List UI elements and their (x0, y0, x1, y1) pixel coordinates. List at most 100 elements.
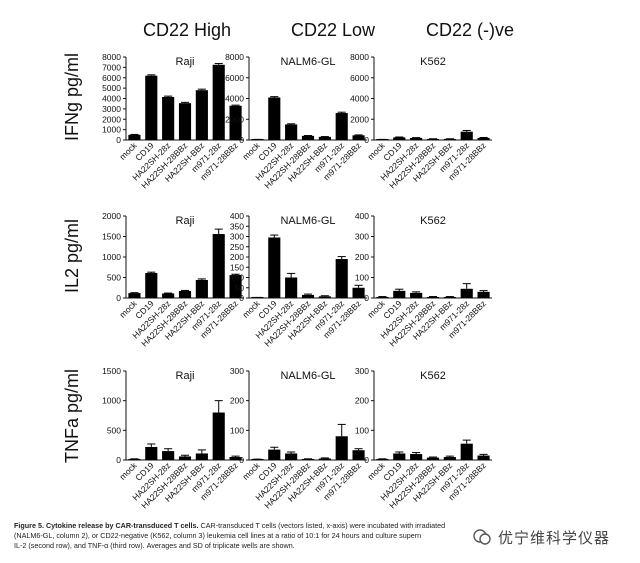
bar-m971-28bbz (352, 450, 365, 460)
cytokine-figure: CD22 High CD22 Low CD22 (-)ve IFNg pg/ml IL… (62, 20, 514, 511)
bar-ha22sh-28z (410, 454, 423, 460)
bar-ha22sh-28z (410, 292, 423, 298)
y-tick-label: 8000 (350, 52, 369, 62)
bar-cd19 (268, 237, 281, 298)
bar-ha22sh-28bbz (178, 456, 192, 460)
bar-cd19 (393, 453, 406, 460)
figure-caption: Figure 5. Cytokine release by CAR-transd… (14, 521, 606, 551)
panel-title: K562 (420, 215, 446, 227)
y-tick-label: 8000 (102, 52, 121, 62)
bar-m971-28bbz (229, 457, 242, 460)
bar-m971-28bbz (477, 291, 490, 298)
bar-ha22sh-bbz (443, 138, 456, 140)
bar-ha22sh-28bbz (301, 459, 315, 460)
bar-m971-28z (335, 259, 348, 298)
y-tick-label: 8000 (225, 52, 244, 62)
panel-title: Raji (176, 370, 195, 382)
column-headers: CD22 High CD22 Low CD22 (-)ve (143, 20, 514, 40)
y-tick-label: 4000 (102, 94, 121, 104)
y-tick-label: 0 (364, 455, 369, 465)
y-tick-label: 200 (230, 396, 244, 406)
y-tick-label: 100 (355, 425, 369, 435)
bar-m971-28bbz (229, 105, 242, 140)
bar-m971-28bbz (477, 455, 490, 460)
y-tick-label: 5000 (102, 83, 121, 93)
row-labels: IFNg pg/ml IL2 pg/ml TNFa pg/ml (62, 53, 82, 463)
caption-line-3: IL-2 (second row), and TNF-α (third row)… (14, 541, 295, 550)
bar-ha22sh-28z (410, 137, 423, 140)
watermark-text: 优宁维科学仪器 (498, 529, 611, 547)
bar-ha22sh-bbz (443, 296, 456, 298)
y-tick-label: 100 (355, 273, 369, 283)
y-tick-label: 0 (364, 135, 369, 145)
bar-ha22sh-28z (285, 453, 298, 460)
bar-ha22sh-bbz (195, 279, 208, 298)
bar-ha22sh-bbz (195, 453, 208, 460)
column-header-3: CD22 (-)ve (426, 20, 514, 40)
panel-title: K562 (420, 56, 446, 68)
bar-ha22sh-bbz (195, 90, 208, 140)
bar-m971-28z (212, 64, 225, 140)
bar-m971-28bbz (352, 287, 365, 298)
y-tick-label: 0 (239, 455, 244, 465)
y-tick-label: 200 (230, 252, 244, 262)
caption-title: Figure 5. Cytokine release by CAR-transd… (14, 521, 199, 530)
bar-ha22sh-bbz (318, 136, 331, 140)
bar-cd19 (145, 272, 158, 298)
y-tick-label: 6000 (102, 73, 121, 83)
y-tick-label: 400 (355, 211, 369, 221)
bar-mock (376, 296, 389, 298)
y-tick-label: 0 (116, 455, 121, 465)
bar-ha22sh-28bbz (178, 291, 192, 298)
y-tick-label: 150 (230, 262, 244, 272)
y-tick-label: 7000 (102, 62, 121, 72)
y-tick-label: 400 (230, 211, 244, 221)
wechat-logo-icon (473, 529, 491, 545)
row-label-3: TNFa pg/ml (62, 369, 82, 463)
y-tick-label: 100 (230, 273, 244, 283)
bar-cd19 (268, 97, 281, 140)
bar-ha22sh-28z (285, 277, 298, 298)
bar-m971-28z (335, 436, 348, 460)
bar-ha22sh-28z (162, 96, 175, 140)
y-tick-label: 300 (355, 366, 369, 376)
watermark-background (470, 526, 620, 548)
y-tick-label: 100 (230, 425, 244, 435)
panel-title: Raji (176, 56, 195, 68)
y-tick-label: 4000 (350, 94, 369, 104)
y-tick-label: 0 (239, 293, 244, 303)
panel-title: Raji (176, 215, 195, 227)
bar-ha22sh-28z (162, 293, 175, 298)
bar-mock (128, 459, 141, 460)
y-tick-label: 350 (230, 221, 244, 231)
bar-cd19 (268, 449, 281, 460)
bar-cd19 (393, 290, 406, 298)
bar-m971-28z (460, 288, 473, 298)
y-tick-label: 6000 (350, 73, 369, 83)
caption-line-1: CAR-transduced T cells (vectors listed, … (198, 521, 446, 530)
y-tick-label: 200 (355, 252, 369, 262)
panel-title: K562 (420, 370, 446, 382)
column-header-2: CD22 Low (291, 20, 376, 40)
y-tick-label: 2000 (350, 114, 369, 124)
bar-ha22sh-28z (162, 451, 175, 460)
bar-ha22sh-28z (285, 124, 298, 140)
panel-title: NALM6-GL (280, 370, 335, 382)
column-header-1: CD22 High (143, 20, 231, 40)
y-tick-label: 1000 (102, 252, 121, 262)
caption-line-2: (NALM6-GL, column 2), or CD22-negative (… (14, 531, 422, 540)
bar-ha22sh-28bbz (301, 135, 315, 140)
bar-ha22sh-bbz (318, 296, 331, 298)
bar-cd19 (393, 137, 406, 140)
y-tick-label: 1000 (102, 125, 121, 135)
y-tick-label: 1500 (102, 232, 121, 242)
y-tick-label: 2000 (225, 114, 244, 124)
bar-cd19 (145, 446, 158, 460)
